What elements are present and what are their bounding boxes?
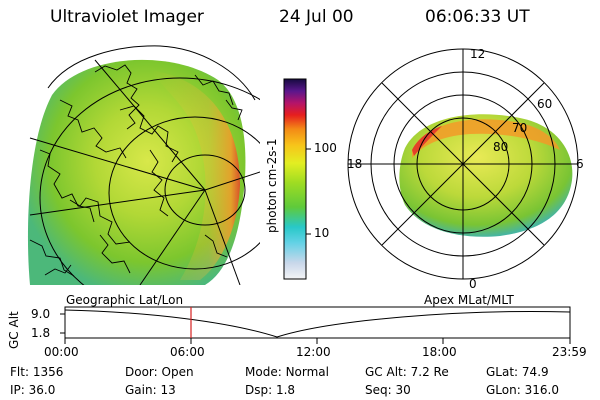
status-value: 13	[160, 383, 176, 397]
status-label: Seq:	[365, 383, 392, 397]
orbit-x-tick-2359: 23:59	[552, 345, 587, 359]
status-label: GLat:	[486, 365, 519, 379]
status-ip: IP: 36.0	[10, 383, 55, 397]
orbit-x-tick-0000: 00:00	[44, 345, 79, 359]
status-seq: Seq: 30	[365, 383, 411, 397]
status-value: Open	[161, 365, 194, 379]
status-value: 316.0	[524, 383, 559, 397]
status-label: Gain:	[125, 383, 157, 397]
status-glon: GLon: 316.0	[486, 383, 559, 397]
colorbar-unit-label: photon cm-2s-1	[265, 138, 279, 234]
lat-lon-grid	[29, 59, 260, 285]
status-glat: GLat: 74.9	[486, 365, 549, 379]
mlt-label-6: 6	[576, 157, 584, 171]
date-label: 24 Jul 00	[279, 7, 354, 27]
status-value: 1.8	[275, 383, 296, 397]
orbit-axis-title: GC Alt	[7, 311, 21, 349]
earth-limb	[47, 45, 256, 101]
colorbar-label-10: 10	[314, 226, 330, 240]
time-label: 06:06:33 UT	[425, 7, 530, 27]
lat-label-60: 60	[537, 97, 553, 111]
status-gc-alt: GC Alt: 7.2 Re	[365, 365, 449, 379]
status-label: IP:	[10, 383, 25, 397]
status-label: Dsp:	[245, 383, 273, 397]
coastlines	[29, 64, 243, 277]
status-label: Door:	[125, 365, 158, 379]
orbit-x-tick-1200: 12:00	[296, 345, 331, 359]
status-label: Mode:	[245, 365, 282, 379]
orbit-plot	[60, 306, 571, 344]
status-value: 7.2 Re	[410, 365, 449, 379]
orbit-y-tick-low: 1.8	[31, 326, 51, 340]
mlt-label-0: 0	[469, 277, 477, 291]
status-label: GLon:	[486, 383, 521, 397]
status-value: 1356	[32, 365, 64, 379]
orbit-x-tick-1800: 18:00	[422, 345, 457, 359]
status-value: 36.0	[28, 383, 56, 397]
orbit-left-label: Geographic Lat/Lon	[66, 293, 184, 307]
status-mode: Mode: Normal	[245, 365, 329, 379]
lat-label-80: 80	[493, 140, 509, 154]
status-gain: Gain: 13	[125, 383, 176, 397]
status-value: Normal	[285, 365, 329, 379]
status-flight: Flt: 1356	[10, 365, 63, 379]
geographic-image	[27, 59, 260, 285]
colorbar-label-100: 100	[314, 141, 337, 155]
lat-label-70: 70	[512, 121, 528, 135]
status-door: Door: Open	[125, 365, 194, 379]
orbit-altitude-curve	[64, 309, 571, 338]
instrument-title: Ultraviolet Imager	[50, 7, 204, 27]
status-label: Flt:	[10, 365, 29, 379]
orbit-right-label: Apex MLat/MLT	[424, 293, 514, 307]
colorbar	[283, 78, 307, 280]
mlt-label-18: 18	[347, 157, 363, 171]
polar-plot	[347, 48, 579, 280]
mlt-label-12: 12	[470, 47, 486, 61]
polar-diagonal-2	[381, 82, 545, 246]
orbit-x-tick-0600: 06:00	[170, 345, 205, 359]
status-value: 30	[395, 383, 411, 397]
status-value: 74.9	[521, 365, 549, 379]
status-dsp: Dsp: 1.8	[245, 383, 295, 397]
orbit-y-tick-high: 9.0	[31, 307, 51, 321]
auroral-oval-geo	[150, 70, 240, 280]
status-label: GC Alt:	[365, 365, 407, 379]
